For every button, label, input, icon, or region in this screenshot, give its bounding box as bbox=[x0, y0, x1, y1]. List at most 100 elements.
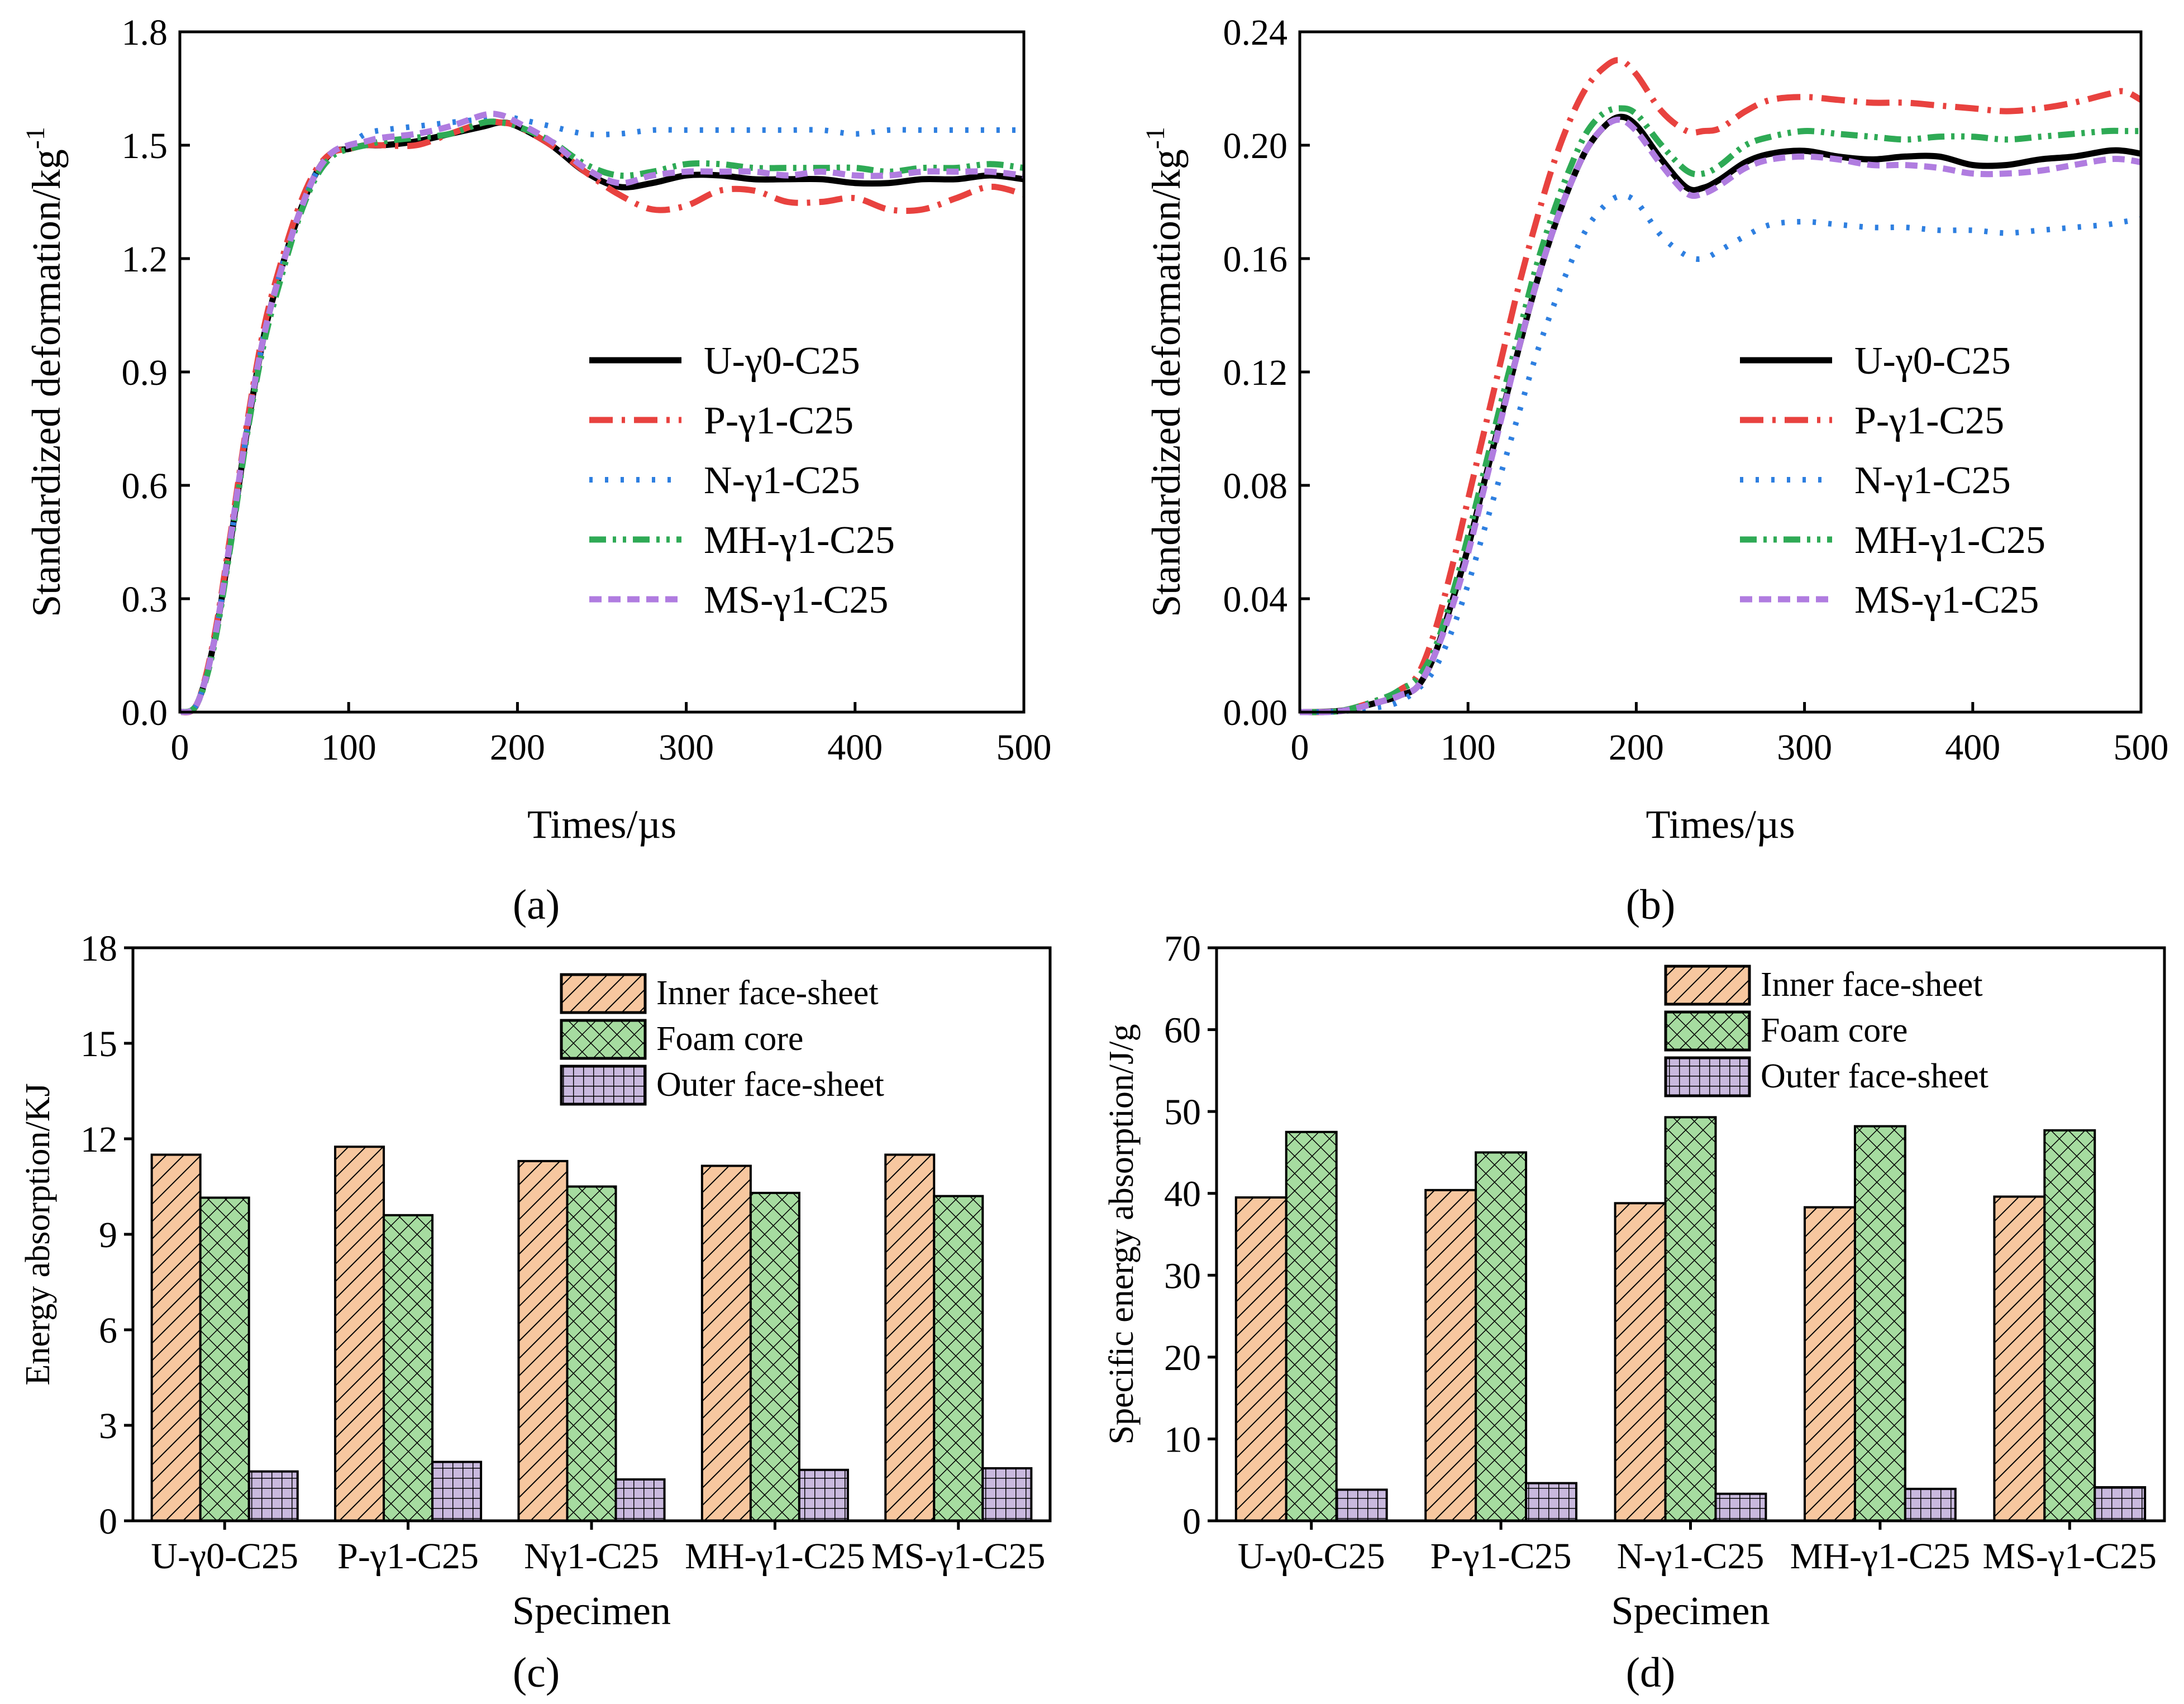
x-tick-label: MH-γ1-C25 bbox=[685, 1536, 865, 1577]
y-tick-label: 1.8 bbox=[122, 12, 168, 53]
x-tick-label: 0 bbox=[171, 727, 189, 768]
legend-label-ms: MS-γ1-C25 bbox=[704, 579, 888, 622]
y-tick-label: 6 bbox=[99, 1310, 117, 1351]
y-tick-label: 50 bbox=[1164, 1092, 1201, 1133]
y-tick-label: 40 bbox=[1164, 1174, 1201, 1215]
legend-label-inner: Inner face-sheet bbox=[656, 974, 879, 1012]
y-tick-label: 0 bbox=[99, 1501, 117, 1542]
bar-outer bbox=[1714, 1492, 1767, 1522]
panel-label-a: (a) bbox=[513, 881, 560, 928]
legend-swatch-inner bbox=[560, 973, 647, 1014]
x-axis-title: Specimen bbox=[512, 1588, 671, 1633]
y-tick-label: 0.20 bbox=[1223, 126, 1288, 166]
x-tick-label: 100 bbox=[1441, 727, 1496, 768]
x-tick-label: Nγ1-C25 bbox=[524, 1536, 659, 1577]
series-line-n bbox=[178, 112, 1024, 715]
series-line-ms bbox=[1299, 116, 2142, 715]
x-tick-label: U-γ0-C25 bbox=[151, 1536, 298, 1577]
legend-swatch-inner bbox=[1664, 965, 1751, 1006]
y-tick-label: 0.3 bbox=[122, 579, 168, 620]
y-tick-label: 0.24 bbox=[1223, 12, 1288, 53]
bar-outer bbox=[431, 1460, 483, 1522]
x-tick-label: 300 bbox=[1777, 727, 1832, 768]
y-tick-label: 0.16 bbox=[1223, 239, 1288, 280]
legend-swatch-foam bbox=[560, 1019, 647, 1060]
y-axis-title: Energy absorption/KJ bbox=[19, 1083, 57, 1385]
bar-outer bbox=[798, 1468, 849, 1522]
plot-frame bbox=[178, 30, 1026, 714]
legend-label-n: N-γ1-C25 bbox=[1854, 459, 2011, 502]
y-tick-label: 0.9 bbox=[122, 352, 168, 393]
y-tick-label: 12 bbox=[80, 1119, 117, 1160]
x-axis-title: Times/µs bbox=[1646, 802, 1795, 847]
panel-label-c: (c) bbox=[513, 1649, 560, 1696]
panel-label-d: (d) bbox=[1626, 1649, 1676, 1696]
legend-label-mh: MH-γ1-C25 bbox=[704, 519, 895, 562]
x-tick-label: MS-γ1-C25 bbox=[1983, 1536, 2157, 1577]
bar-inner bbox=[1803, 1206, 1856, 1522]
bar-foam bbox=[1853, 1125, 1906, 1522]
x-tick-label: 400 bbox=[827, 727, 883, 768]
x-tick-label: P-γ1-C25 bbox=[337, 1536, 479, 1577]
bar-outer bbox=[2094, 1486, 2147, 1522]
legend-swatch-foam bbox=[1664, 1010, 1751, 1052]
y-tick-label: 1.5 bbox=[122, 126, 168, 166]
y-tick-label: 30 bbox=[1164, 1256, 1201, 1296]
y-tick-label: 0.0 bbox=[122, 693, 168, 733]
legend-label-foam: Foam core bbox=[656, 1020, 803, 1058]
bar-outer bbox=[1335, 1488, 1388, 1522]
y-tick-label: 0.08 bbox=[1223, 466, 1288, 507]
x-tick-label: MH-γ1-C25 bbox=[1790, 1536, 1971, 1577]
x-tick-label: P-γ1-C25 bbox=[1430, 1536, 1572, 1577]
x-tick-label: 200 bbox=[490, 727, 545, 768]
series-line-p bbox=[1299, 57, 2143, 715]
y-tick-label: 0.04 bbox=[1223, 579, 1288, 620]
legend-label-p: P-γ1-C25 bbox=[1854, 399, 2004, 442]
bar-foam bbox=[1664, 1116, 1717, 1522]
bar-outer bbox=[981, 1467, 1033, 1522]
legend-label-inner: Inner face-sheet bbox=[1761, 966, 1983, 1004]
bar-inner bbox=[884, 1153, 936, 1522]
legend-label-ms: MS-γ1-C25 bbox=[1854, 579, 2039, 622]
bar-inner bbox=[334, 1145, 385, 1522]
bar-inner bbox=[1993, 1195, 2046, 1522]
bar-inner bbox=[517, 1159, 569, 1522]
legend-label-n: N-γ1-C25 bbox=[704, 459, 860, 502]
legend-label-foam: Foam core bbox=[1761, 1011, 1908, 1049]
x-tick-label: N-γ1-C25 bbox=[1617, 1536, 1765, 1577]
x-axis-title: Times/µs bbox=[527, 802, 676, 847]
y-axis-title: Specific energy absorption/J/g bbox=[1103, 1024, 1141, 1444]
x-tick-label: 400 bbox=[1945, 727, 2000, 768]
y-tick-label: 0 bbox=[1182, 1501, 1201, 1542]
legend-label-u: U-γ0-C25 bbox=[704, 340, 860, 383]
bar-foam bbox=[566, 1185, 617, 1522]
x-tick-label: 100 bbox=[321, 727, 376, 768]
x-tick-label: 500 bbox=[2114, 727, 2169, 768]
bar-foam bbox=[199, 1196, 250, 1522]
x-tick-label: MS-γ1-C25 bbox=[871, 1536, 1046, 1577]
series-line-mh bbox=[1299, 105, 2141, 715]
legend-swatch-outer bbox=[1664, 1056, 1751, 1097]
y-tick-label: 60 bbox=[1164, 1010, 1201, 1051]
bar-inner bbox=[150, 1153, 202, 1522]
chart-c: U-γ0-C25 P-γ1-C25 Nγ1-C25 MH-γ1-C25 MS-γ1-C2… bbox=[19, 928, 1052, 1633]
y-tick-label: 15 bbox=[80, 1024, 117, 1065]
y-axis-title: Standardized deformation/kg-1 bbox=[21, 127, 69, 617]
x-tick-label: 0 bbox=[1291, 727, 1309, 768]
bar-foam bbox=[1475, 1151, 1528, 1522]
bar-inner bbox=[700, 1164, 752, 1522]
y-axis-title-main: Standardized deformation/kg bbox=[1144, 149, 1189, 617]
legend-swatch-outer bbox=[560, 1065, 647, 1106]
y-axis-title-sup: -1 bbox=[21, 127, 50, 149]
x-axis-title: Specimen bbox=[1611, 1588, 1770, 1633]
legend-label-u: U-γ0-C25 bbox=[1854, 340, 2011, 383]
legend-label-outer: Outer face-sheet bbox=[656, 1066, 884, 1104]
chart-b: 0 100 200 300 400 500 0.00 0.04 0.08 0.12 0.16 0.20… bbox=[1141, 12, 2169, 847]
bar-outer bbox=[614, 1478, 666, 1522]
x-tick-label: 300 bbox=[659, 727, 714, 768]
bar-foam bbox=[2043, 1129, 2096, 1522]
legend-label-outer: Outer face-sheet bbox=[1761, 1057, 1989, 1095]
bar-foam bbox=[383, 1214, 434, 1522]
y-tick-label: 9 bbox=[99, 1215, 117, 1256]
